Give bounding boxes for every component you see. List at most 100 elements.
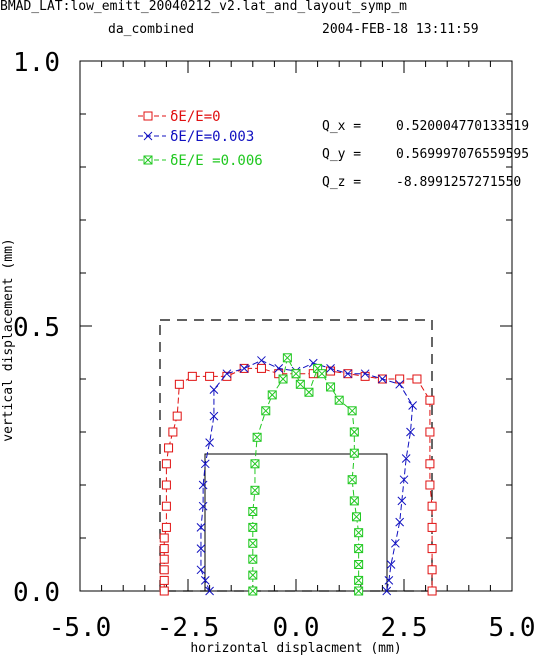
data-point <box>200 576 210 585</box>
data-point <box>159 565 169 575</box>
data-point <box>397 496 407 506</box>
data-point <box>143 155 153 165</box>
data-point <box>412 374 422 384</box>
data-point <box>222 369 232 379</box>
data-point <box>395 374 405 384</box>
data-point <box>295 379 305 389</box>
data-point <box>198 480 208 490</box>
axis-ticks <box>79 60 513 592</box>
data-point <box>326 366 336 376</box>
data-point <box>205 438 214 447</box>
data-point <box>159 554 169 564</box>
series-line <box>200 359 414 592</box>
data-point <box>347 475 357 485</box>
y-tick-label: 1.0 <box>13 48 60 78</box>
data-point <box>161 522 171 532</box>
header-plot-name: da_combined <box>108 22 194 37</box>
data-point <box>198 501 208 511</box>
data-point <box>278 374 288 384</box>
x-tick-label: 5.0 <box>489 613 536 643</box>
x-tick-label: -2.5 <box>157 613 220 643</box>
data-point <box>248 570 258 580</box>
header-timestamp: 2004-FEB-18 13:11:59 <box>322 22 479 37</box>
tune-label: Q_x = <box>322 119 361 134</box>
axis-tick-labels: -5.0 -2.5 0.0 2.5 5.0 0.0 0.5 1.0 <box>13 48 535 643</box>
data-point <box>326 364 335 373</box>
data-point <box>354 528 364 538</box>
data-point <box>205 586 214 596</box>
data-point <box>384 576 394 585</box>
y-tick-label: 0.5 <box>13 313 60 343</box>
legend: δE/E=0 δE/E=0.003 δE/E =0.006 <box>138 109 263 169</box>
data-point <box>378 374 387 384</box>
inner-solid-box <box>204 453 388 591</box>
data-point <box>343 369 353 379</box>
data-point <box>205 371 215 381</box>
data-point <box>354 586 364 596</box>
data-point <box>248 522 258 532</box>
data-point <box>252 432 262 442</box>
data-point <box>425 459 435 469</box>
data-point <box>187 371 197 381</box>
data-point <box>196 523 206 532</box>
data-point <box>256 363 266 373</box>
data-point <box>427 586 437 596</box>
outer-dashed-box <box>159 319 433 592</box>
tune-value: 0.569997076559595 <box>396 147 529 162</box>
x-tick-label: 0.0 <box>273 613 320 643</box>
series-2 <box>248 353 364 596</box>
data-point <box>250 459 260 469</box>
data-point <box>274 364 284 373</box>
data-point <box>168 427 178 437</box>
tune-label: Q_z = <box>322 175 361 190</box>
y-axis-label: vertical displacement (mm) <box>1 238 16 442</box>
data-point <box>326 382 336 392</box>
data-point <box>159 544 169 554</box>
tune-readout: Q_x = 0.520004770133519 Q_y = 0.56999707655… <box>322 119 529 190</box>
data-point <box>351 512 361 522</box>
data-point <box>354 560 364 569</box>
data-point <box>399 475 409 485</box>
data-point <box>209 385 219 394</box>
plot-frame <box>79 60 513 592</box>
data-point <box>427 522 437 532</box>
data-point <box>347 406 357 416</box>
data-point <box>349 448 359 458</box>
data-point <box>360 371 370 381</box>
series-line <box>163 367 433 591</box>
data-point <box>395 517 405 527</box>
data-point <box>349 427 359 437</box>
data-point <box>159 586 169 596</box>
legend-label: δE/E=0.003 <box>170 129 254 145</box>
header-title: BMAD_LAT:low_emitt_20040212_v2.lat_and_l… <box>0 0 407 14</box>
data-point <box>172 411 182 421</box>
data-point <box>406 427 415 437</box>
data-point <box>334 395 344 405</box>
data-point <box>257 356 266 365</box>
tune-value: -8.8991257271550 <box>396 175 521 190</box>
legend-entry-1: δE/E=0.003 <box>138 129 254 145</box>
x-axis-label: horizontal displacment (mm) <box>190 641 401 656</box>
x-tick-label: -5.0 <box>49 613 112 643</box>
data-point <box>317 369 327 379</box>
data-point <box>425 480 435 490</box>
data-point <box>291 369 301 379</box>
data-point <box>248 554 258 564</box>
data-point <box>304 387 314 397</box>
data-point <box>222 371 232 381</box>
legend-label: δE/E=0 <box>170 109 221 125</box>
series-layer <box>159 353 437 596</box>
data-point <box>386 560 396 569</box>
data-point <box>391 538 400 548</box>
tune-label: Q_y = <box>322 147 361 162</box>
data-point <box>349 496 359 506</box>
data-point <box>143 131 153 141</box>
y-tick-label: 0.0 <box>13 578 60 608</box>
data-point <box>354 544 364 554</box>
data-point <box>200 459 210 469</box>
data-point <box>161 501 171 511</box>
data-point <box>360 369 370 379</box>
data-point <box>401 454 411 463</box>
data-point <box>196 565 206 575</box>
data-point <box>425 395 435 405</box>
